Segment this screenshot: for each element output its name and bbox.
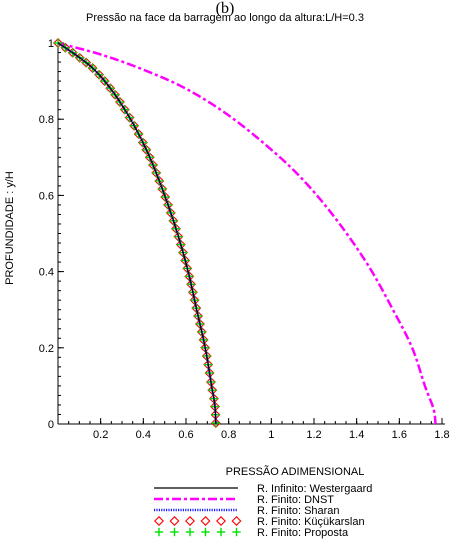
legend-diamond [231, 516, 242, 526]
y-tick-label: 0.4 [39, 267, 54, 279]
x-tick-label: 0.2 [93, 429, 108, 441]
x-tick-label: 0.4 [136, 429, 151, 441]
x-tick-label: 1.8 [434, 429, 449, 441]
series-line-dashdot [57, 41, 437, 425]
series-point-diamond [110, 89, 121, 100]
x-tick-label: 0.6 [178, 429, 193, 441]
series-line-dotted [57, 41, 218, 425]
legend-swatch-kucukarslan [154, 516, 242, 526]
y-tick-label: 0 [48, 419, 54, 431]
legend-label: R. Finito: Küçükarslan [257, 516, 365, 528]
legend-cross [216, 527, 226, 537]
legend-diamond [185, 516, 195, 526]
y-axis-title: PROFUNDIDADE : y/H [4, 171, 16, 285]
panel-label: (b) [216, 0, 235, 17]
x-tick-label: 1.4 [349, 429, 364, 441]
series-markers-cross [53, 38, 221, 428]
x-tick-label: 1.6 [392, 429, 407, 441]
legend-cross [232, 527, 241, 537]
legend-diamond [154, 516, 164, 526]
series-point-diamond [114, 97, 125, 107]
legend-label: R. Finito: Proposta [257, 527, 349, 539]
series-line-solid [57, 42, 217, 425]
y-tick-label: 0.8 [39, 114, 54, 126]
x-tick-label: 0.8 [221, 429, 236, 441]
y-tick-label: 0.2 [39, 343, 54, 355]
legend-cross [170, 527, 179, 537]
legend-cross [185, 527, 195, 537]
series-group [53, 38, 437, 429]
legend-cross [201, 527, 210, 537]
chart-title: Pressão na face da barragem ao longo da … [86, 12, 364, 24]
legend-diamond [216, 516, 226, 526]
y-tick-label: 1 [48, 38, 54, 50]
legend-swatch-proposta [154, 527, 241, 537]
series-markers-diamond [53, 38, 221, 429]
x-tick-label: 1.2 [306, 429, 321, 441]
x-tick-label: 1 [268, 429, 274, 441]
x-axis-title: PRESSÃO ADIMENSIONAL [226, 465, 365, 478]
legend-cross [154, 527, 164, 537]
axes: 0.2 0.4 0.6 0.8 1 1.2 1.4 1.6 1.8 0 0.2 0.4 0.6 0.8 1 [39, 38, 450, 441]
legend-diamond [169, 516, 180, 526]
y-tick-label: 0.6 [39, 190, 54, 202]
legend-label: R. Finito: Sharan [257, 505, 340, 517]
legend-diamond [200, 516, 211, 526]
legend-label: R. Finito: DNST [257, 494, 334, 506]
legend-label: R. Infinito: Westergaard [257, 483, 372, 495]
